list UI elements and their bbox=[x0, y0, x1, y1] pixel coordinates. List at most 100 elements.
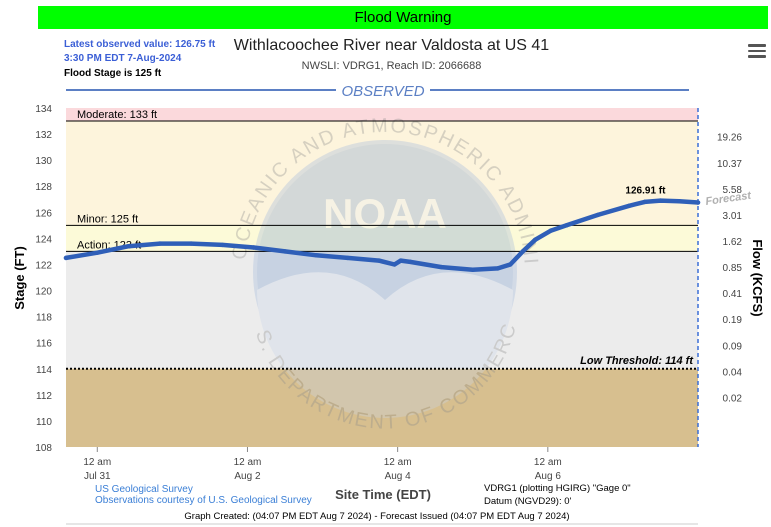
stage-point bbox=[314, 253, 319, 258]
stage-point bbox=[398, 258, 403, 263]
stage-series bbox=[63, 198, 701, 272]
stage-point bbox=[392, 262, 397, 267]
y-tick-label: 126 bbox=[35, 208, 52, 219]
stage-point bbox=[220, 242, 225, 248]
peak-value-label: 126.91 ft bbox=[625, 186, 666, 197]
stage-point bbox=[695, 200, 701, 205]
latest-observed-value: Latest observed value: 126.75 ft bbox=[64, 39, 216, 50]
x-axis-title: Site Time (EDT) bbox=[335, 487, 431, 502]
stage-point bbox=[439, 264, 444, 270]
menu-bar-1 bbox=[748, 44, 766, 47]
low-threshold-label: Low Threshold: 114 ft bbox=[580, 355, 694, 367]
y-tick-label: 128 bbox=[35, 182, 52, 193]
x-tick-label-date: Jul 31 bbox=[84, 471, 111, 482]
x-tick-label-date: Aug 2 bbox=[234, 471, 261, 482]
stage-point bbox=[642, 199, 648, 205]
observed-label: OBSERVED bbox=[341, 83, 424, 100]
y-tick-label: 110 bbox=[36, 417, 52, 428]
flow-tick-label: 19.26 bbox=[717, 133, 742, 144]
flow-tick-label: 10.37 bbox=[717, 159, 742, 170]
stage-point bbox=[595, 212, 601, 218]
moderate-threshold-label: Moderate: 133 ft bbox=[77, 109, 157, 121]
flow-tick-label: 0.02 bbox=[723, 393, 743, 404]
menu-bar-2 bbox=[748, 49, 766, 52]
stage-point bbox=[282, 249, 288, 254]
flow-tick-label: 0.09 bbox=[723, 341, 743, 352]
y-tick-label: 132 bbox=[35, 130, 52, 141]
y-tick-label: 124 bbox=[35, 234, 52, 245]
stage-point bbox=[548, 228, 554, 233]
stage-point bbox=[533, 237, 538, 242]
time-axis: 12 am Jul 31 12 am Aug 2 12 am Aug 4 12 am Aug … bbox=[83, 447, 562, 482]
stage-point bbox=[95, 250, 100, 255]
graph-created-info: Graph Created: (04:07 PM EDT Aug 7 2024)… bbox=[184, 511, 569, 522]
y-tick-label: 116 bbox=[36, 339, 52, 350]
stage-point bbox=[470, 267, 475, 272]
y-tick-label: 114 bbox=[36, 365, 52, 376]
stage-point bbox=[564, 223, 569, 228]
x-tick-label-time: 12 am bbox=[534, 457, 562, 468]
stage-band-1 bbox=[66, 121, 698, 226]
hamburger-menu-icon[interactable] bbox=[748, 44, 766, 58]
stage-point bbox=[345, 255, 350, 261]
flow-tick-label: 0.19 bbox=[723, 315, 743, 326]
flow-tick-label: 3.01 bbox=[723, 211, 743, 222]
minor-threshold-label: Minor: 125 ft bbox=[77, 213, 138, 225]
stage-band-0 bbox=[66, 108, 698, 122]
stage-point bbox=[658, 198, 663, 203]
stage-point bbox=[157, 241, 163, 246]
datum-info: Datum (NGVD29): 0' bbox=[484, 496, 572, 507]
y2-axis-title: Flow (KCFS) bbox=[750, 239, 765, 316]
stage-point bbox=[508, 262, 513, 267]
stage-point bbox=[126, 244, 131, 249]
stage-point bbox=[677, 199, 682, 204]
noaa-wordmark: NOAA bbox=[323, 190, 447, 237]
stage-point bbox=[626, 203, 632, 208]
chart-title: Withlacoochee River near Valdosta at US … bbox=[233, 37, 550, 54]
stage-band-4 bbox=[66, 368, 698, 447]
y-tick-label: 134 bbox=[35, 104, 52, 115]
y-tick-label: 108 bbox=[35, 443, 52, 454]
stage-point bbox=[188, 241, 194, 246]
stage-band-2 bbox=[66, 225, 698, 252]
y-tick-label: 112 bbox=[36, 391, 52, 402]
forecast-label: Forecast bbox=[705, 190, 753, 208]
y-tick-label: 130 bbox=[35, 156, 52, 167]
flood-stage-text: Flood Stage is 125 ft bbox=[64, 68, 162, 79]
stage-point bbox=[251, 245, 256, 250]
x-tick-label-time: 12 am bbox=[384, 457, 412, 468]
x-tick-label-time: 12 am bbox=[83, 457, 111, 468]
latest-observed-info: Latest observed value: 126.75 ft 3:30 PM… bbox=[64, 38, 215, 66]
stage-point bbox=[407, 259, 413, 265]
latest-observed-time: 3:30 PM EDT 7-Aug-2024 bbox=[64, 53, 182, 64]
y-tick-label: 122 bbox=[35, 260, 52, 271]
flow-tick-label: 0.04 bbox=[723, 367, 743, 378]
flood-warning-banner: Flood Warning bbox=[38, 6, 768, 29]
y-tick-label: 120 bbox=[35, 287, 52, 298]
flow-tick-label: 0.41 bbox=[723, 289, 743, 300]
stage-point bbox=[376, 258, 382, 263]
source-link-observations[interactable]: Observations courtesy of U.S. Geological… bbox=[95, 495, 312, 506]
gauge-info: VDRG1 (plotting HGIRG) "Gage 0" bbox=[484, 483, 631, 494]
stage-point bbox=[520, 249, 525, 254]
flow-tick-label: 1.62 bbox=[723, 237, 743, 248]
x-tick-label-date: Aug 6 bbox=[535, 471, 562, 482]
flow-tick-label: 5.58 bbox=[723, 185, 743, 196]
stage-band-3 bbox=[66, 251, 698, 369]
stage-bands bbox=[66, 108, 698, 447]
stage-axis: 108 110 112 114 116 118 120 122 124 126 128 130 132 1… bbox=[35, 104, 52, 454]
stage-line-0 bbox=[63, 198, 701, 272]
source-link-usgs[interactable]: US Geological Survey bbox=[95, 484, 193, 495]
stage-point bbox=[63, 255, 69, 261]
x-tick-label-date: Aug 4 bbox=[385, 471, 412, 482]
flow-axis: 19.26 10.37 5.58 3.01 1.62 0.85 0.41 0.19 0.09 0.… bbox=[717, 133, 742, 405]
chart-subtitle: NWSLI: VDRG1, Reach ID: 2066688 bbox=[301, 60, 482, 72]
stage-point bbox=[495, 266, 500, 271]
y-tick-label: 118 bbox=[36, 313, 52, 324]
menu-bar-3 bbox=[748, 55, 766, 58]
flow-tick-label: 0.85 bbox=[723, 263, 743, 274]
x-tick-label-time: 12 am bbox=[234, 457, 262, 468]
y-axis-title: Stage (FT) bbox=[12, 246, 27, 310]
